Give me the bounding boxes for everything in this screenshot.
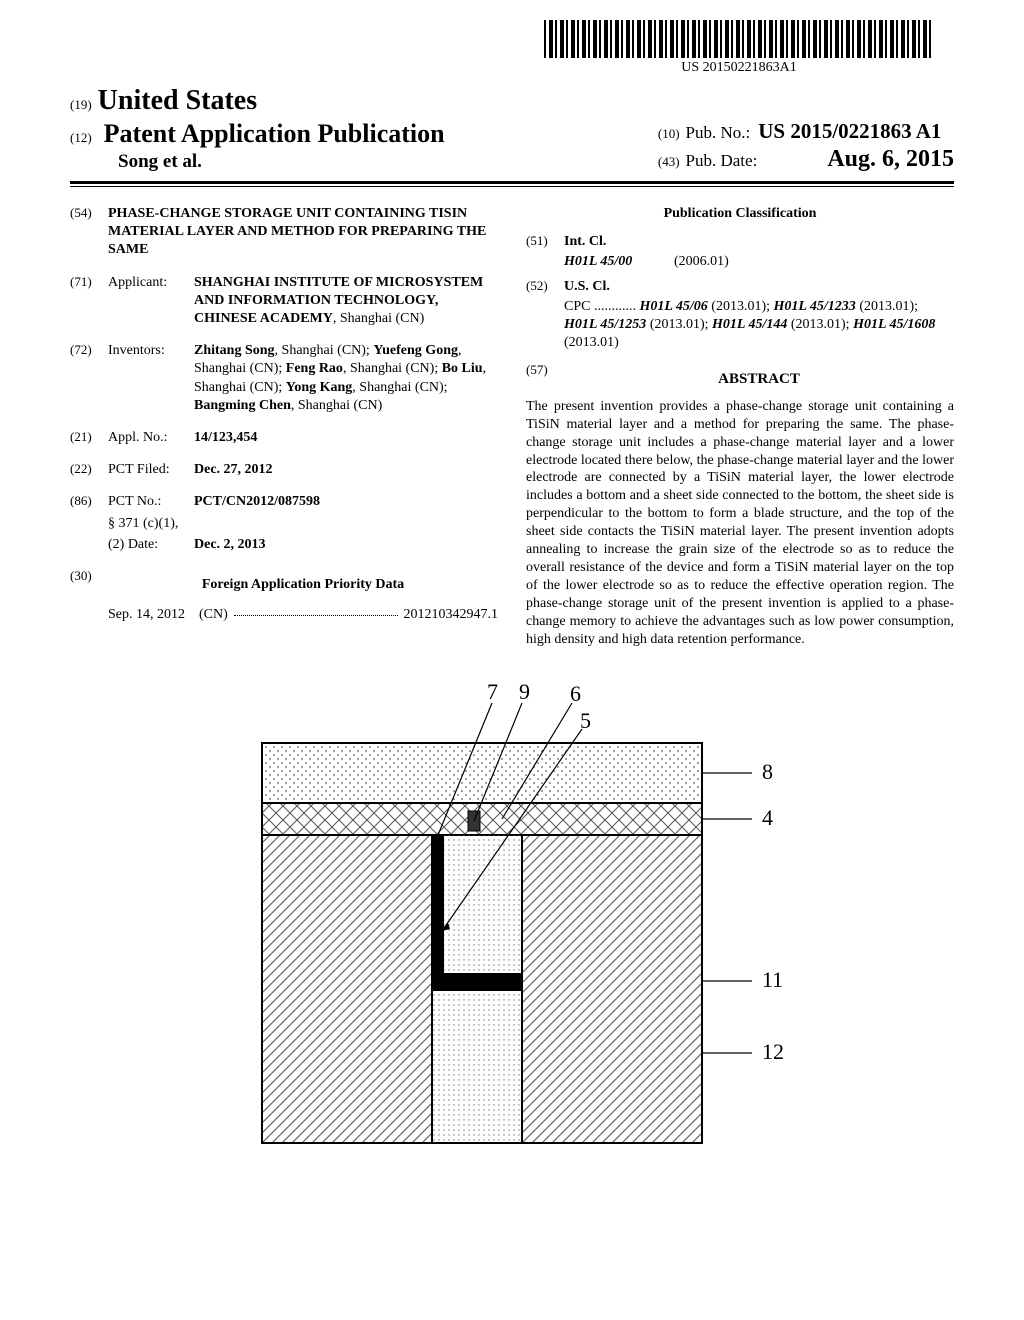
foreign-date: Sep. 14, 2012 [108,606,185,624]
field-86: (86) [70,493,108,511]
uscl-label: U.S. Cl. [564,278,954,296]
foreign-priority-row: Sep. 14, 2012 (CN) 201210342947.1 [108,606,498,624]
fig-label-8: 8 [762,759,773,784]
abstract-header: ABSTRACT [564,370,954,390]
intcl-code: H01L 45/00 [564,253,674,271]
barcode-text: US 20150221863A1 [544,60,934,76]
field-52: (52) [526,278,564,296]
applno-label: Appl. No.: [108,429,194,447]
fig-label-11: 11 [762,967,783,992]
s371-label: § 371 (c)(1), [108,515,498,533]
fig-label-6: 6 [570,681,581,706]
intcl-year: (2006.01) [674,253,729,271]
fig-label-7: 7 [487,679,498,704]
field-30: (30) [70,568,108,602]
classification-header: Publication Classification [526,205,954,223]
foreign-app-number: 201210342947.1 [404,606,499,624]
fig-label-4: 4 [762,805,773,830]
document-header: (19) United States (12) Patent Applicati… [70,85,954,187]
barcode [544,20,934,58]
field-12: (12) [70,130,92,146]
pct-number: PCT/CN2012/087598 [194,493,498,511]
right-column: Publication Classification (51) Int. Cl.… [526,205,954,649]
country: United States [98,85,257,117]
applicant-label: Applicant: [108,274,194,329]
s371-date: Dec. 2, 2013 [194,536,498,554]
applicant-value: SHANGHAI INSTITUTE OF MICROSYSTEM AND IN… [194,274,498,329]
left-column: (54) PHASE-CHANGE STORAGE UNIT CONTAININ… [70,205,498,649]
field-22: (22) [70,461,108,479]
figure-container: 7 9 6 5 8 4 11 12 [70,673,954,1173]
applicant-loc: , Shanghai (CN) [333,311,424,326]
body-columns: (54) PHASE-CHANGE STORAGE UNIT CONTAININ… [70,205,954,649]
publication-type: Patent Application Publication [104,119,445,149]
s371-date-label: (2) Date: [108,536,194,554]
foreign-country: (CN) [199,606,228,624]
field-72: (72) [70,342,108,415]
cpc-text: H01L 45/06 (2013.01); H01L 45/1233 (2013… [564,299,935,350]
field-19: (19) [70,97,92,113]
field-21: (21) [70,429,108,447]
authors: Song et al. [118,151,445,173]
divider-thick [70,181,954,184]
abstract-text: The present invention provides a phase-c… [526,398,954,649]
field-57: (57) [526,362,564,398]
pub-no-label: Pub. No.: [686,123,751,143]
fig-label-9: 9 [519,679,530,704]
pctno-label: PCT No.: [108,493,194,511]
field-71: (71) [70,274,108,329]
field-54: (54) [70,205,108,260]
dotted-leader [234,606,398,616]
cpc-label: CPC [564,299,590,314]
field-10: (10) [658,126,680,142]
invention-title: PHASE-CHANGE STORAGE UNIT CONTAINING TIS… [108,205,498,260]
publication-date: Aug. 6, 2015 [827,146,954,173]
patent-figure: 7 9 6 5 8 4 11 12 [192,673,832,1173]
fig-label-5: 5 [580,708,591,733]
pub-date-label: Pub. Date: [686,151,758,171]
fig-label-12: 12 [762,1039,784,1064]
inventors-label: Inventors: [108,342,194,415]
barcode-region: US 20150221863A1 [544,20,934,76]
pctfiled-label: PCT Filed: [108,461,194,479]
cpc-block: CPC ............ H01L 45/06 (2013.01); H… [564,298,954,353]
inventors-value: Zhitang Song, Shanghai (CN); Yuefeng Gon… [194,342,498,415]
foreign-priority-header: Foreign Application Priority Data [108,576,498,594]
field-51: (51) [526,233,564,251]
field-43: (43) [658,154,680,170]
intcl-label: Int. Cl. [564,233,954,251]
publication-number: US 2015/0221863 A1 [758,119,941,144]
pct-filed-date: Dec. 27, 2012 [194,461,498,479]
divider-thin [70,186,954,187]
application-number: 14/123,454 [194,429,498,447]
